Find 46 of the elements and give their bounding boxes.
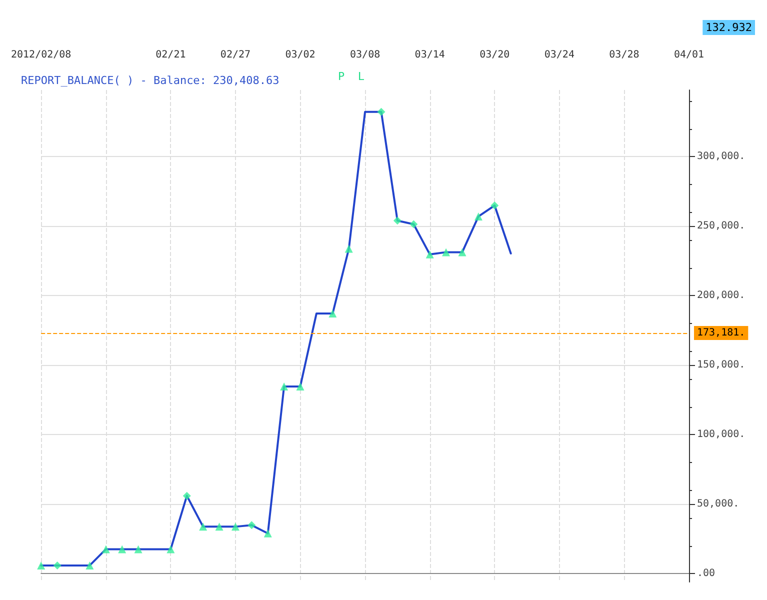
x-tick-label: 03/24 bbox=[544, 50, 574, 60]
x-tick-label: 02/27 bbox=[220, 50, 251, 60]
chart-title: REPORT_BALANCE( ) - Balance: 230,408.63 bbox=[21, 74, 280, 87]
y-tick-label: 300,000. bbox=[697, 151, 746, 162]
y-tick-label: 50,000. bbox=[697, 498, 740, 510]
point bbox=[215, 522, 224, 531]
x-tick-label: 03/08 bbox=[350, 50, 380, 60]
point bbox=[458, 248, 466, 256]
x-tick-label: 03/14 bbox=[414, 50, 445, 60]
point bbox=[134, 545, 142, 554]
point bbox=[199, 522, 208, 531]
text: 132.932 bbox=[706, 21, 752, 34]
text: P L bbox=[338, 70, 365, 83]
point bbox=[248, 521, 256, 530]
ref-line-label: 173,181. bbox=[697, 327, 746, 338]
point bbox=[280, 382, 288, 390]
point bbox=[264, 529, 272, 538]
point bbox=[442, 248, 450, 256]
x-tick-label: 03/20 bbox=[480, 50, 510, 60]
point bbox=[344, 244, 353, 253]
point bbox=[490, 201, 499, 210]
point bbox=[182, 492, 191, 500]
point bbox=[393, 216, 402, 225]
point bbox=[377, 108, 386, 116]
point bbox=[296, 382, 304, 390]
point bbox=[86, 561, 94, 570]
y-tick-label: 250,000. bbox=[697, 220, 746, 232]
y-tick-label: 100,000. bbox=[697, 429, 746, 440]
y-tick-label: 200,000. bbox=[697, 290, 746, 302]
x-tick-label: 2012/02/08 bbox=[10, 50, 72, 60]
x-tick-label: 02/21 bbox=[156, 50, 186, 60]
x-tick-label: 03/02 bbox=[285, 50, 316, 60]
point bbox=[410, 220, 418, 228]
point bbox=[102, 545, 110, 554]
x-tick-label: 04/01 bbox=[674, 50, 704, 60]
point bbox=[231, 522, 240, 531]
point bbox=[37, 561, 46, 570]
point bbox=[53, 561, 62, 570]
point bbox=[118, 545, 126, 554]
point bbox=[328, 309, 337, 318]
y-tick-label: 150,000. bbox=[697, 360, 746, 371]
point bbox=[426, 250, 434, 258]
point bbox=[166, 545, 175, 554]
point bbox=[474, 212, 482, 220]
x-tick-label: 03/28 bbox=[609, 50, 640, 60]
y-tick-label: .00 bbox=[697, 568, 716, 580]
